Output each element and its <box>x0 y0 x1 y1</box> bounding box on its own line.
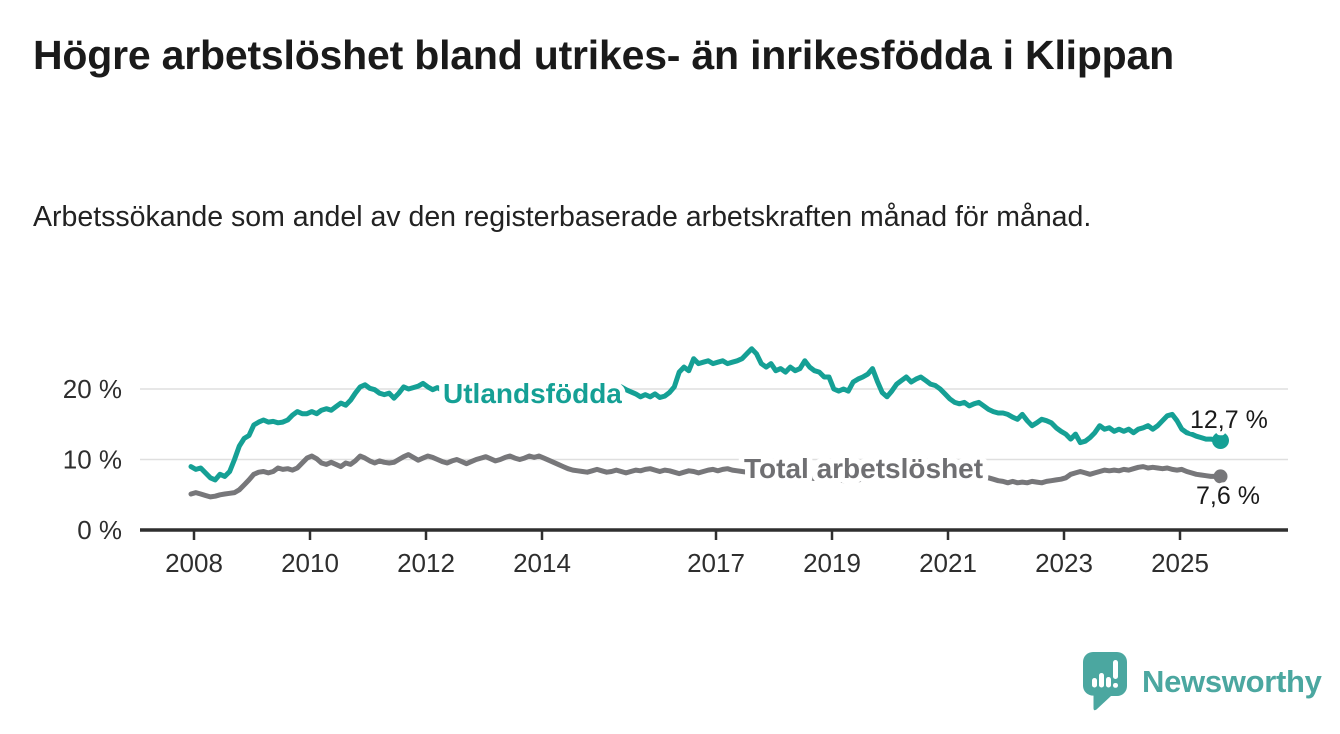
chart-subtitle: Arbetssökande som andel av den registerb… <box>33 201 1092 233</box>
page-title: Högre arbetslöshet bland utrikes- än inr… <box>33 32 1174 78</box>
x-tick-label: 2023 <box>1035 548 1093 578</box>
utlandsfodda-end-dot <box>1212 431 1229 449</box>
y-tick-label: 10 % <box>63 445 122 475</box>
utlandsfodda-line <box>188 346 1223 483</box>
x-tick-label: 2017 <box>687 548 745 578</box>
newsworthy-logo-icon <box>1083 652 1127 711</box>
x-tick-label: 2025 <box>1151 548 1209 578</box>
x-axis-labels: 2008 2010 2012 2014 2017 2019 2021 2023 2025 <box>165 548 1209 578</box>
x-tick-label: 2012 <box>397 548 455 578</box>
total-end-dot <box>1213 469 1228 484</box>
x-tick-label: 2014 <box>513 548 571 578</box>
gridlines <box>140 388 1288 461</box>
total-arbetsloshet-line <box>188 452 1223 500</box>
x-axis-tick-marks <box>192 530 1182 540</box>
x-tick-label: 2019 <box>803 548 861 578</box>
x-tick-label: 2021 <box>919 548 977 578</box>
total-series-label: Total arbetslöshet <box>744 453 983 484</box>
line-chart: 2008 2010 2012 2014 2017 2019 2021 2023 2025 0 %… <box>63 346 1288 578</box>
x-tick-label: 2010 <box>281 548 339 578</box>
y-tick-label: 0 % <box>77 515 122 545</box>
utlandsfodda-series-label: Utlandsfödda <box>443 378 622 409</box>
y-axis-labels: 0 % 10 % 20 % <box>63 374 122 545</box>
utlandsfodda-end-value-label: 12,7 % <box>1190 406 1268 434</box>
total-end-value-label: 7,6 % <box>1196 482 1260 510</box>
x-tick-label: 2008 <box>165 548 223 578</box>
y-tick-label: 20 % <box>63 374 122 404</box>
newsworthy-logo: Newsworthy <box>1083 652 1322 711</box>
newsworthy-logo-text: Newsworthy <box>1142 663 1322 699</box>
